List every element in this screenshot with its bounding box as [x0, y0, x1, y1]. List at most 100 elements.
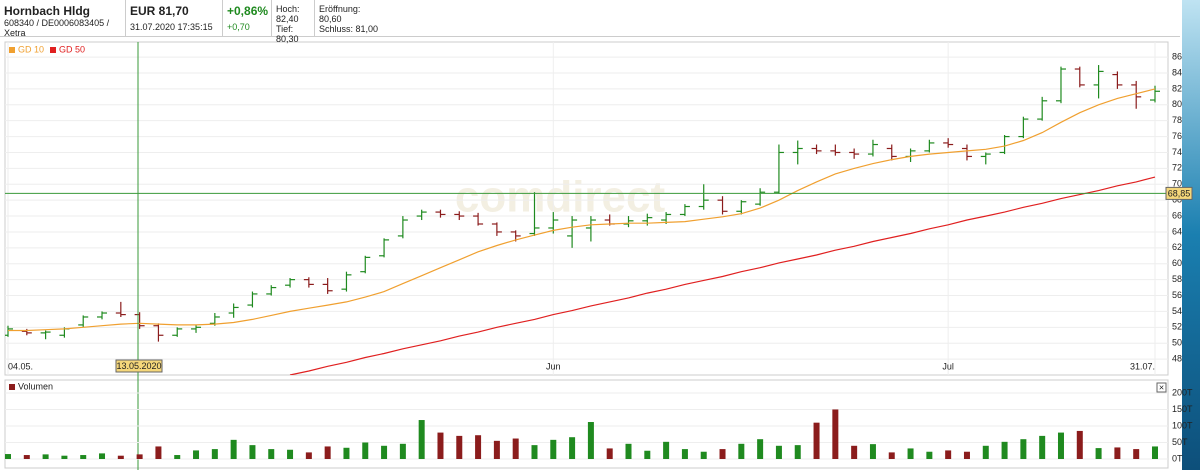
y-tick-label: 150T	[1172, 404, 1193, 414]
volume-bar	[418, 420, 425, 459]
y-tick-label: 58	[1172, 274, 1182, 284]
volume-bar	[437, 432, 444, 459]
volume-bar	[550, 439, 557, 459]
open: Eröffnung: 80,60	[319, 4, 361, 24]
volume-bar	[42, 454, 49, 459]
volume-frame	[4, 379, 1169, 469]
volume-bar	[493, 440, 500, 459]
volume-bar	[174, 455, 181, 459]
volume-bar	[587, 422, 594, 459]
volume-bar	[625, 443, 632, 459]
volume-bar	[230, 439, 237, 459]
volume-bar	[155, 446, 162, 459]
x-tick-label: 31.07.	[1130, 361, 1155, 371]
volume-bar	[249, 445, 256, 459]
volume-bar	[569, 437, 576, 459]
change-pct: +0,86%	[227, 4, 269, 18]
y-tick-label: 76	[1172, 131, 1182, 141]
volume-bar	[362, 442, 369, 459]
y-tick-label: 52	[1172, 322, 1182, 332]
y-tick-label: 74	[1172, 147, 1182, 157]
volume-bar	[945, 450, 952, 459]
y-tick-label: 78	[1172, 115, 1182, 125]
volume-bar	[1057, 432, 1064, 459]
y-tick-label: 48	[1172, 353, 1182, 363]
volume-bar	[268, 449, 275, 459]
volume-bar	[700, 451, 707, 459]
volume-bar	[926, 451, 933, 459]
y-tick-label: 80	[1172, 99, 1182, 109]
y-tick-label: 54	[1172, 306, 1182, 316]
volume-bar	[869, 444, 876, 459]
volume-bar	[80, 455, 87, 459]
close: Schluss: 81,00	[319, 24, 379, 34]
volume-bar	[117, 455, 124, 459]
volume-bar	[1076, 430, 1083, 459]
y-tick-label: 64	[1172, 226, 1182, 236]
volume-bar	[719, 449, 726, 459]
legend-swatch	[50, 47, 56, 53]
volume-bar	[982, 445, 989, 459]
stock-name: Hornbach Hldg	[4, 4, 90, 18]
volume-bar	[888, 452, 895, 459]
x-tick-label: Jul	[942, 361, 954, 371]
close-icon[interactable]: ×	[1159, 382, 1164, 392]
volume-bar	[381, 445, 388, 459]
y-tick-label: 86	[1172, 51, 1182, 61]
stock-ids: 608340 / DE0006083405 / Xetra	[4, 18, 110, 38]
legend-label: GD 50	[59, 44, 85, 54]
y-tick-label: 70	[1172, 179, 1182, 189]
y-tick-label: 60	[1172, 258, 1182, 268]
volume-bar	[193, 450, 200, 459]
y-tick-label: 62	[1172, 242, 1182, 252]
volume-bar	[1152, 446, 1158, 459]
price: EUR 81,70	[130, 4, 189, 18]
watermark: comdirect	[455, 173, 666, 222]
volume-bar	[136, 454, 143, 459]
volume-bar	[851, 445, 858, 459]
volume-bar	[287, 449, 294, 459]
y-tick-label: 72	[1172, 163, 1182, 173]
high: Hoch: 82,40	[276, 4, 300, 24]
crosshair-date: 13.05.2020	[116, 361, 161, 371]
y-tick-label: 50T	[1172, 437, 1188, 447]
volume-bar	[343, 447, 350, 459]
volume-swatch	[9, 384, 15, 390]
timestamp: 31.07.2020 17:35:15	[130, 22, 213, 32]
header: Hornbach Hldg 608340 / DE0006083405 / Xet…	[0, 0, 1180, 44]
volume-bar	[305, 452, 312, 459]
volume-bar	[1114, 447, 1121, 459]
volume-bar	[775, 445, 782, 459]
volume-bar	[99, 453, 106, 459]
volume-bar	[644, 450, 651, 459]
crosshair-price: 68,85	[1168, 188, 1191, 198]
volume-bar	[399, 443, 406, 459]
y-tick-label: 200T	[1172, 387, 1193, 397]
volume-bar	[1095, 448, 1102, 459]
background-strip	[1182, 0, 1200, 470]
y-tick-label: 84	[1172, 67, 1182, 77]
x-tick-label: Jun	[546, 361, 561, 371]
y-tick-label: 66	[1172, 210, 1182, 220]
volume-bar	[211, 449, 218, 459]
plot	[5, 65, 1160, 375]
volume-bar	[681, 449, 688, 459]
volume-bar	[738, 443, 745, 459]
close-button[interactable]	[1156, 382, 1167, 393]
volume-bar	[794, 445, 801, 459]
volume-bar	[907, 448, 914, 459]
volume-bar	[324, 446, 331, 459]
volume-title: Volumen	[18, 381, 53, 391]
volume-bar	[1001, 441, 1008, 459]
volume-bar	[1133, 449, 1140, 459]
crosshair-date-box	[115, 359, 163, 373]
legend-swatch	[9, 47, 15, 53]
volume-bar	[456, 435, 463, 459]
legend-label: GD 10	[18, 44, 44, 54]
change-abs: +0,70	[227, 22, 250, 32]
y-tick-label: 100T	[1172, 420, 1193, 430]
moving-average	[289, 176, 1156, 375]
volume-bar	[1020, 439, 1027, 459]
